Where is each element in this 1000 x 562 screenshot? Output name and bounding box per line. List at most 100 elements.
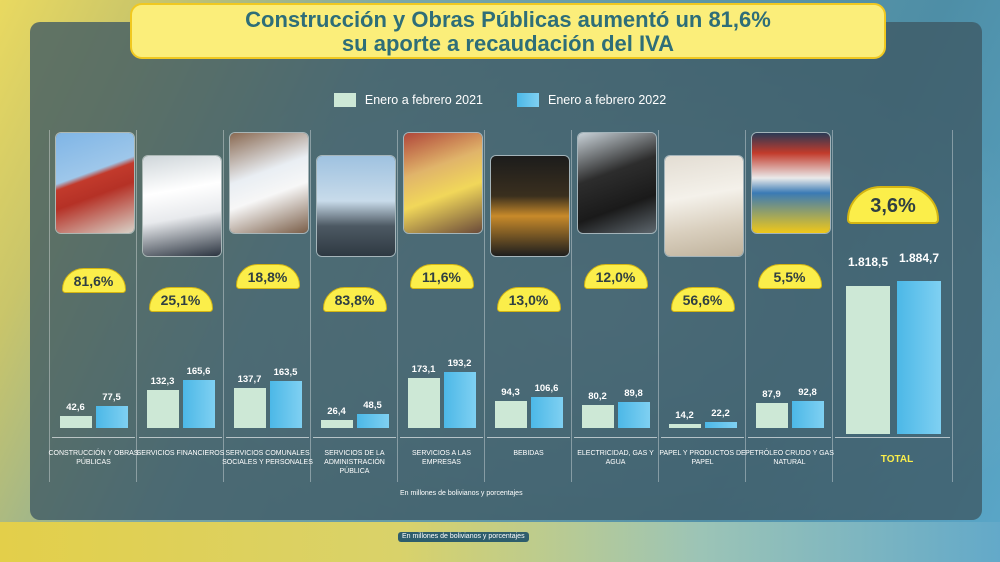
column-divider [49, 130, 50, 482]
value-label-2021: 173,1 [411, 363, 436, 375]
beverage-bottle-photo [489, 155, 570, 257]
value-label-2022: 89,8 [624, 387, 643, 399]
growth-badge: 11,6% [409, 264, 474, 289]
column-divider [397, 130, 398, 482]
construction-crane-photo-fill [55, 133, 134, 233]
units-pill: En millones de bolivianos y porcentajes [398, 532, 529, 542]
construction-crane-photo [54, 132, 135, 234]
bar-2022 [182, 380, 215, 428]
column-divider [310, 130, 311, 482]
bar-2021 [233, 388, 266, 428]
bar-2021 [755, 402, 788, 428]
total-growth-badge: 3,6% [847, 186, 939, 224]
growth-badge: 18,8% [235, 264, 300, 289]
value-label-2022: 106,6 [534, 383, 559, 395]
bar-2021 [59, 415, 92, 428]
supermarket-shelves-photo [402, 132, 483, 234]
bar-2022 [95, 405, 128, 428]
value-label-2021: 14,2 [675, 409, 694, 421]
growth-badge: 12,0% [583, 264, 648, 289]
value-label-2022: 193,2 [447, 358, 472, 369]
category-label: BEBIDAS [513, 450, 544, 457]
supermarket-shelves-photo-fill [403, 133, 482, 233]
column-divider [745, 130, 746, 482]
bar-2022 [356, 413, 389, 428]
total-bar-2022 [897, 281, 941, 434]
legend-label-2022: Enero a febrero 2022 [548, 93, 667, 107]
column-baseline [661, 437, 744, 438]
financial-documents-photo-fill [142, 156, 221, 256]
bar-2022 [791, 401, 824, 428]
value-label-2022: 92,8 [798, 387, 817, 399]
bar-2021 [407, 377, 440, 428]
category-label: ELECTRICIDAD, GAS Y AGUA [577, 450, 654, 466]
category-label: SERVICIOS FINANCIEROS [136, 450, 225, 457]
column-divider [136, 130, 137, 482]
financial-documents-photo [141, 155, 222, 257]
column-divider [658, 130, 659, 482]
total-value-label-2022: 1.884,7 [898, 251, 940, 265]
bar-2022 [443, 372, 476, 428]
column-baseline [400, 437, 483, 438]
gas-station-photo [750, 132, 831, 234]
cable-car-tower-photo [315, 155, 396, 257]
growth-badge: 25,1% [148, 287, 213, 312]
growth-badge: 13,0% [496, 287, 561, 312]
column-baseline [313, 437, 396, 438]
column-baseline [487, 437, 570, 438]
total-value-label-2021: 1.818,5 [847, 255, 889, 270]
title-banner: Construcción y Obras Públicas aumentó un… [130, 3, 886, 59]
value-label-2021: 94,3 [501, 386, 520, 398]
category-label: SERVICIOS A LAS EMPRESAS [411, 450, 471, 466]
value-label-2021: 42,6 [66, 401, 85, 413]
growth-badge: 56,6% [670, 287, 735, 312]
growth-badge: 83,8% [322, 287, 387, 312]
legend-swatch-2021 [333, 93, 356, 107]
value-label-2022: 77,5 [102, 391, 121, 403]
legend-item-2022: Enero a febrero 2022 [517, 93, 666, 107]
value-label-2021: 87,9 [762, 388, 781, 400]
value-label-2021: 132,3 [150, 375, 175, 387]
column-baseline [52, 437, 135, 438]
bar-2022 [269, 380, 302, 428]
legend: Enero a febrero 2021 Enero a febrero 202… [0, 90, 1000, 110]
growth-badge: 81,6% [61, 268, 126, 293]
electric-worker-photo [576, 132, 657, 234]
column-divider [952, 130, 953, 482]
value-label-2021: 80,2 [588, 390, 607, 402]
column-baseline [835, 437, 950, 438]
column-divider [571, 130, 572, 482]
bar-2022 [617, 401, 650, 428]
value-label-2021: 137,7 [237, 374, 262, 386]
electric-worker-photo-fill [577, 133, 656, 233]
beverage-bottle-photo-fill [490, 156, 569, 256]
total-category-label: TOTAL [880, 454, 914, 465]
bar-2021 [320, 420, 353, 428]
value-label-2022: 48,5 [363, 399, 382, 411]
source-note: En millones de bolivianos y porcentajes [400, 490, 523, 497]
category-label: PAPEL Y PRODUCTOS DE PAPEL [659, 450, 746, 466]
bar-2021 [146, 389, 179, 428]
legend-item-2021: Enero a febrero 2021 [333, 93, 483, 107]
legend-swatch-2022 [517, 93, 539, 107]
category-label: SERVICIOS COMUNALES SOCIALES Y PERSONALE… [222, 450, 313, 466]
bar-2022 [530, 397, 563, 428]
bottom-band [0, 522, 1000, 562]
column-baseline [139, 437, 222, 438]
total-bar-2021 [846, 286, 890, 434]
health-services-photo-fill [229, 133, 308, 233]
growth-badge: 5,5% [757, 264, 822, 289]
paper-stack-photo-fill [664, 156, 743, 256]
column-baseline [574, 437, 657, 438]
title-line-2: su aporte a recaudación del IVA [341, 31, 675, 56]
value-label-2021: 26,4 [327, 406, 346, 418]
bar-2021 [581, 404, 614, 428]
cable-car-tower-photo-fill [316, 156, 395, 256]
category-label: CONSTRUCCIÓN Y OBRAS PÚBLICAS [48, 450, 139, 466]
category-label: PETRÓLEO CRUDO Y GAS NATURAL [745, 450, 834, 466]
bar-2021 [668, 423, 701, 428]
bar-2021 [494, 400, 527, 428]
value-label-2022: 163,5 [273, 366, 298, 378]
health-services-photo [228, 132, 309, 234]
category-label: SERVICIOS DE LA ADMINISTRACIÓN PÚBLICA [324, 450, 385, 475]
